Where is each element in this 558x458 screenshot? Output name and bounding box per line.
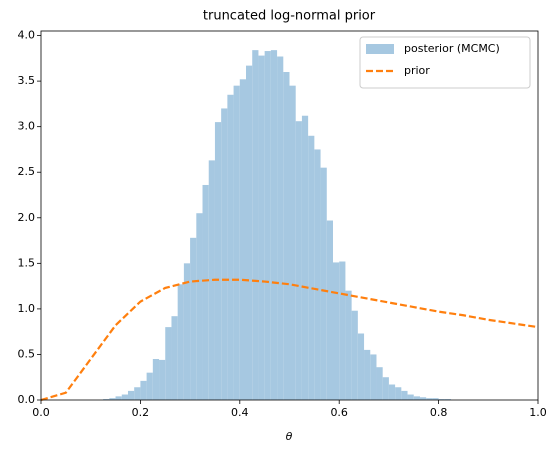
histogram-bar	[289, 85, 296, 401]
histogram-bar	[103, 399, 110, 400]
x-tick-label: 0.8	[430, 406, 448, 419]
histogram-bar	[239, 79, 247, 401]
legend-swatch	[366, 44, 394, 54]
histogram-bar	[183, 263, 191, 400]
histogram-bar	[140, 380, 147, 400]
histogram-bar	[227, 94, 234, 401]
histogram-bar	[364, 349, 371, 400]
histogram-bar	[357, 333, 365, 400]
histogram-bar	[332, 262, 340, 400]
histogram-bar	[159, 359, 166, 400]
histogram-bar	[109, 398, 116, 400]
histogram-bar	[196, 213, 203, 400]
x-axis-label: θ	[286, 430, 293, 443]
histogram-bar	[214, 122, 222, 400]
histogram-bar	[115, 396, 122, 400]
histogram-bar	[270, 50, 278, 401]
histogram-bar	[233, 85, 240, 401]
histogram-bar	[401, 390, 408, 400]
histogram-bar	[208, 160, 215, 400]
histogram-bar	[413, 396, 420, 400]
y-tick-label: 1.0	[18, 302, 36, 315]
histogram-bar	[419, 397, 427, 400]
histogram-bar	[177, 284, 184, 400]
histogram-bar	[320, 167, 327, 400]
legend-box	[359, 36, 531, 89]
histogram-bar	[438, 399, 445, 400]
histogram-bar	[395, 387, 402, 400]
x-tick-label: 0.6	[330, 406, 348, 419]
x-tick-label: 0.0	[32, 406, 50, 419]
histogram-bar	[426, 398, 433, 400]
histogram-bar	[190, 237, 197, 400]
y-tick-label: 3.5	[18, 74, 36, 87]
x-tick-label: 1.0	[529, 406, 547, 419]
histogram-bar	[432, 398, 439, 400]
y-tick-label: 0.0	[18, 393, 36, 406]
histogram-bar	[301, 115, 309, 400]
y-tick-label: 2.0	[18, 211, 36, 224]
histogram-bar	[246, 65, 253, 400]
histogram-bar	[326, 220, 333, 400]
x-tick-label: 0.2	[132, 406, 150, 419]
histogram-bar	[351, 310, 358, 400]
histogram-bar	[314, 149, 321, 400]
plot-area	[40, 50, 539, 402]
histogram-bar	[308, 135, 315, 400]
histogram-bar	[295, 121, 302, 400]
histogram-bar	[444, 399, 452, 400]
histogram-bar	[252, 50, 259, 401]
legend-label: posterior (MCMC)	[404, 42, 500, 55]
y-tick-label: 1.5	[18, 256, 36, 269]
histogram-bar	[146, 372, 153, 400]
histogram-bar	[165, 327, 172, 400]
histogram-bar	[407, 394, 414, 400]
histogram-bar	[388, 384, 396, 400]
histogram-bar	[277, 56, 284, 401]
histogram-bar	[376, 367, 383, 400]
histogram-bar	[339, 261, 346, 400]
histogram-bar	[127, 390, 135, 400]
y-tick-label: 2.5	[18, 165, 36, 178]
x-tick-label: 0.4	[231, 406, 249, 419]
histogram-bar	[134, 387, 141, 400]
histogram-bar	[202, 184, 209, 400]
histogram-bar	[283, 72, 290, 400]
histogram-bar	[382, 377, 389, 400]
histogram-bar	[264, 51, 271, 401]
histogram-bar	[152, 359, 160, 400]
histogram-bar	[121, 394, 128, 400]
histogram-bar	[221, 108, 228, 400]
legend-label: prior	[404, 64, 430, 77]
y-tick-label: 3.0	[18, 120, 36, 133]
y-tick-label: 4.0	[18, 29, 36, 42]
y-tick-label: 0.5	[18, 347, 36, 360]
histogram-bar	[258, 55, 265, 400]
prior-line	[40, 278, 539, 402]
histogram-bar	[370, 354, 377, 400]
axes-frame	[40, 30, 539, 401]
histogram-bar	[171, 316, 178, 400]
chart-title: truncated log-normal prior	[203, 9, 376, 24]
histogram-bar	[345, 290, 352, 400]
